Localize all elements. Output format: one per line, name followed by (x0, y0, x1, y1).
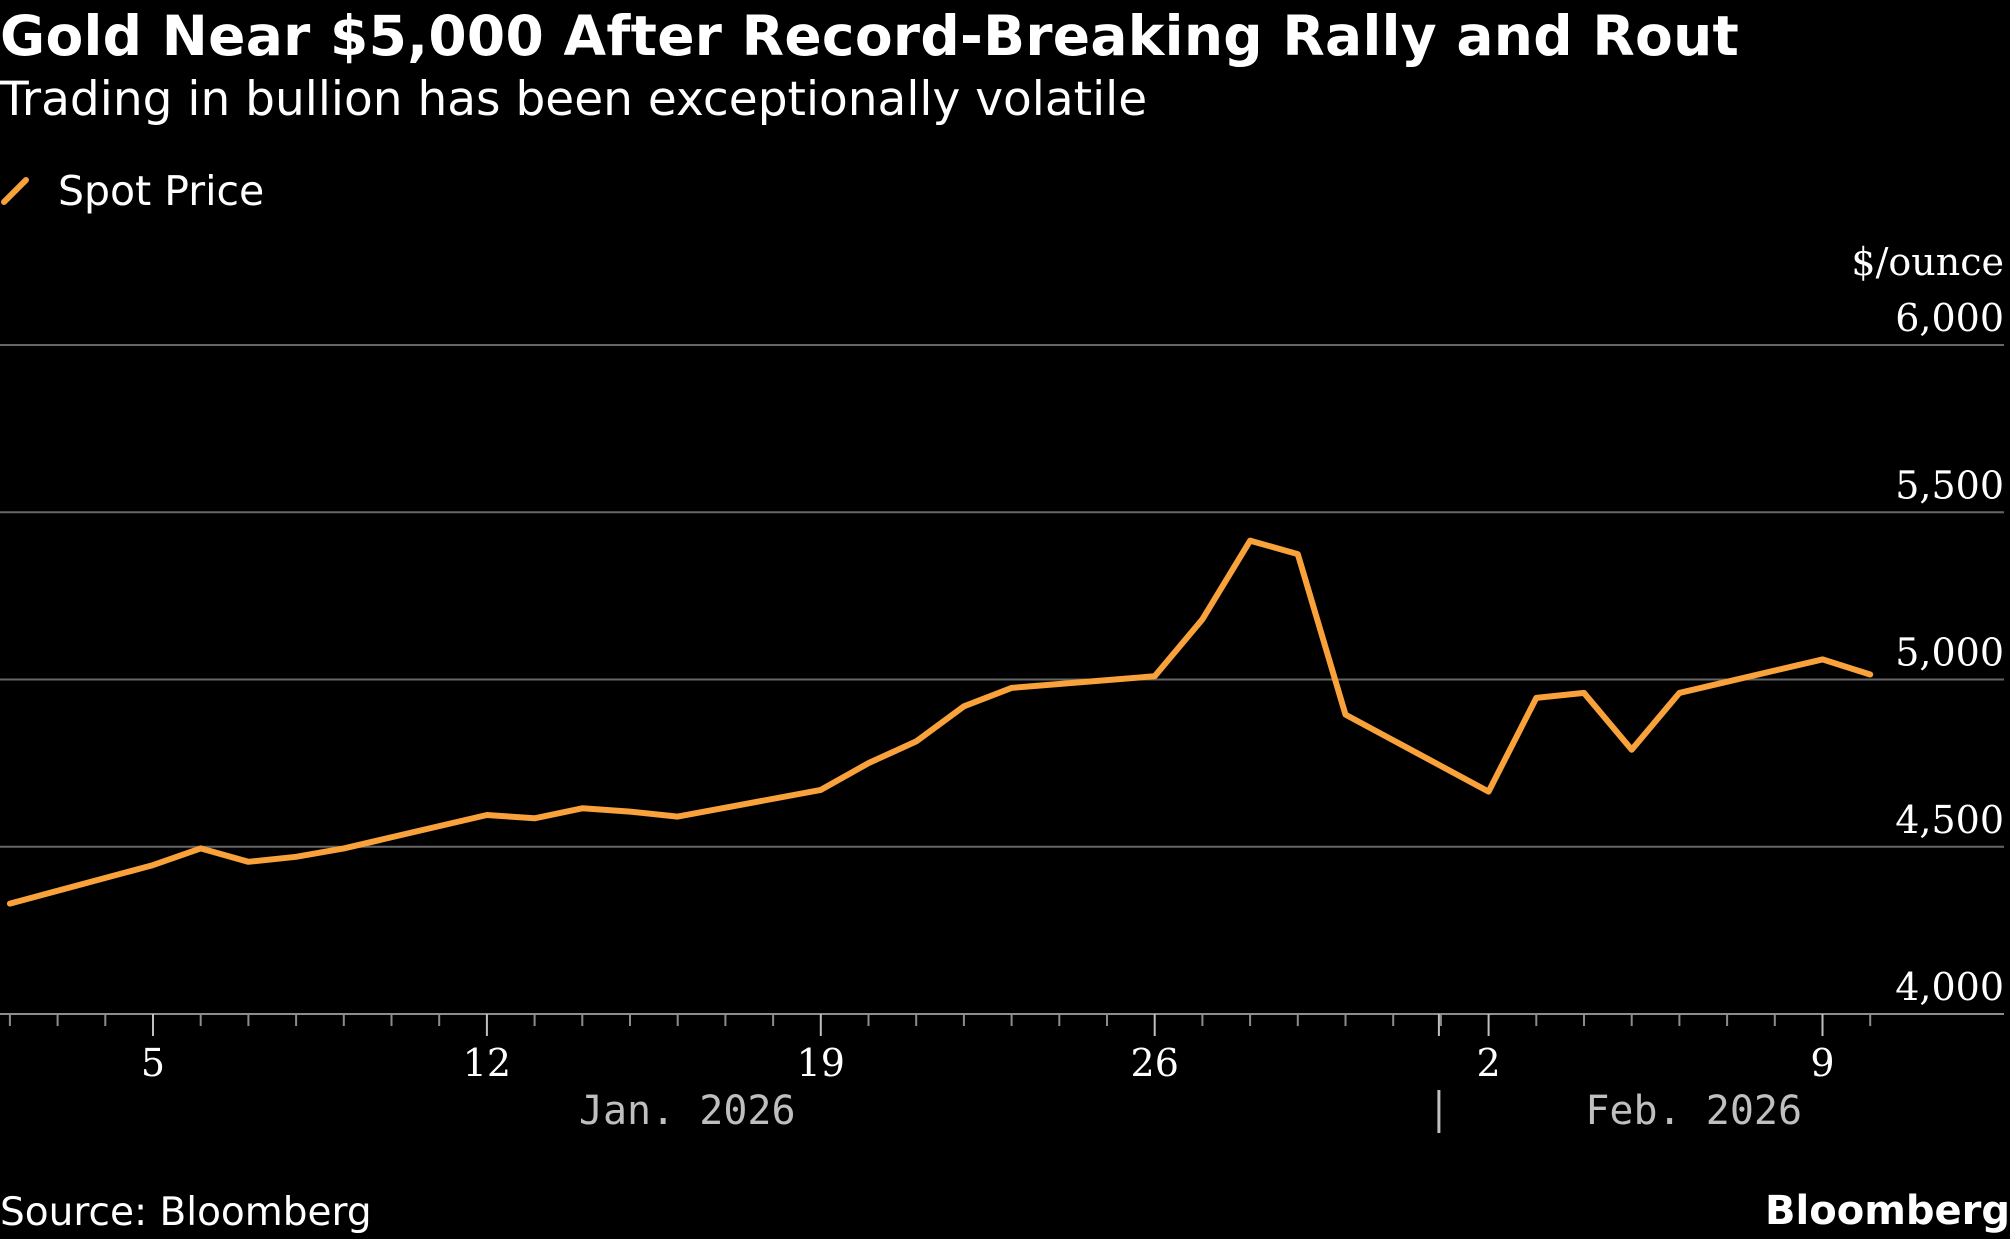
x-tick-label: 26 (1131, 1041, 1179, 1085)
legend-label: Spot Price (58, 167, 265, 215)
chart-title: Gold Near $5,000 After Record-Breaking R… (0, 4, 1740, 68)
y-tick-label: 5,500 (1895, 463, 2004, 507)
y-tick-label: 4,500 (1895, 798, 2004, 842)
legend: Spot Price (0, 163, 264, 219)
x-tick-label: 19 (797, 1041, 845, 1085)
brand-logo: Bloomberg (1765, 1188, 2010, 1234)
month-label: Feb. 2026 (1585, 1088, 1802, 1134)
month-label: Jan. 2026 (579, 1088, 796, 1134)
x-tick-label: 12 (463, 1041, 511, 1085)
y-unit-label: $/ounce (1851, 240, 2004, 284)
y-tick-label: 6,000 (1895, 296, 2004, 340)
source-note: Source: Bloomberg (0, 1190, 372, 1235)
line-swatch-icon (1, 177, 29, 205)
series-line-spot-price (6, 537, 1874, 907)
x-tick-label: 9 (1810, 1041, 1834, 1085)
y-tick-label: 5,000 (1895, 631, 2004, 675)
y-tick-label: 4,000 (1895, 965, 2004, 1009)
x-tick-label: 5 (141, 1041, 165, 1085)
chart-subtitle: Trading in bullion has been exceptionall… (0, 72, 1148, 127)
x-tick-label: 2 (1477, 1041, 1501, 1085)
